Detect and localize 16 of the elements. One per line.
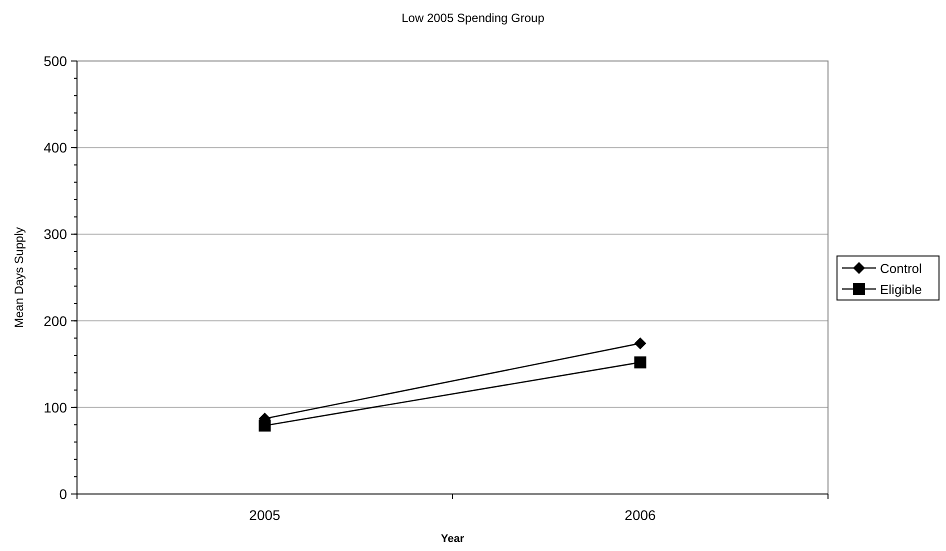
x-tick-label: 2006 xyxy=(624,507,656,523)
x-axis-title: Year xyxy=(440,533,465,545)
y-tick-label: 200 xyxy=(44,312,68,329)
chart-title: Low 2005 Spending Group xyxy=(402,11,545,25)
legend-label: Eligible xyxy=(880,282,922,297)
y-tick-label: 300 xyxy=(44,226,68,242)
point xyxy=(634,337,646,350)
point xyxy=(634,356,646,368)
x-tick-label: 2005 xyxy=(249,507,281,523)
legend-label: Control xyxy=(880,261,922,276)
y-tick-label: 500 xyxy=(44,53,68,69)
y-tick-label: 100 xyxy=(44,399,68,416)
y-tick-label: 0 xyxy=(59,486,68,502)
y-tick-label: 400 xyxy=(44,140,68,156)
y-axis-title: Mean Days Supply xyxy=(12,227,26,328)
point xyxy=(258,420,271,432)
